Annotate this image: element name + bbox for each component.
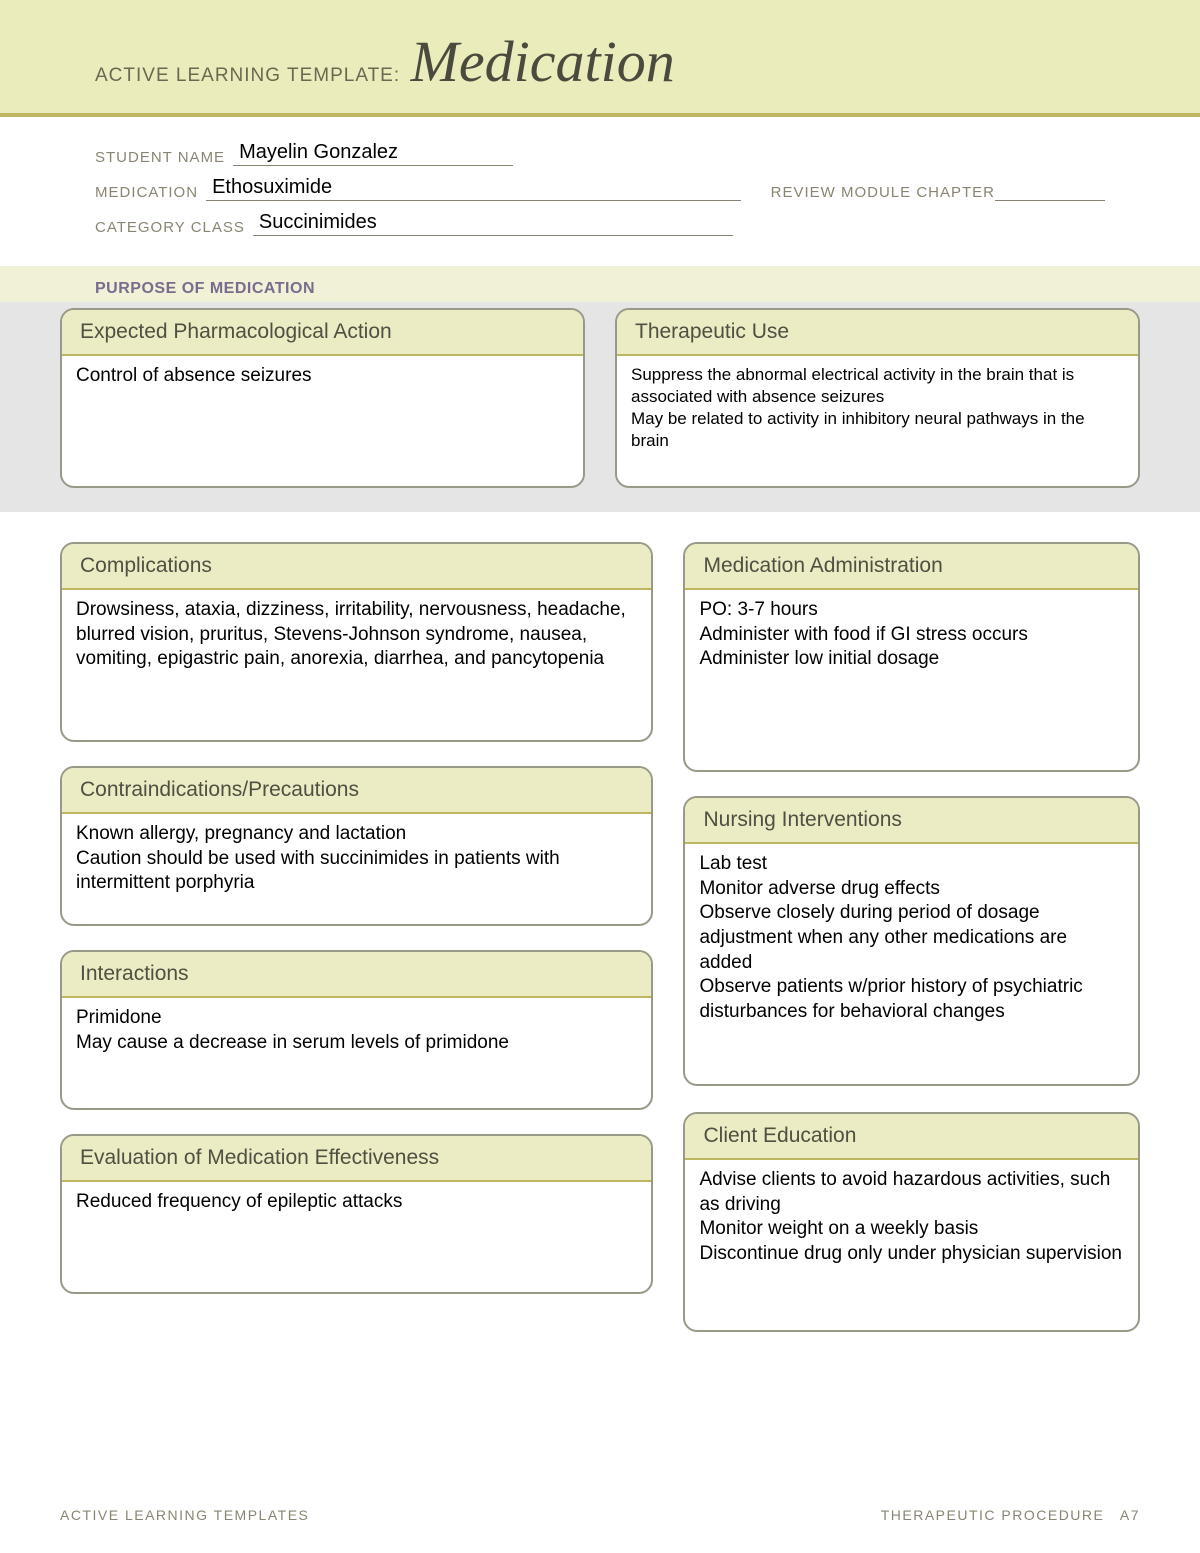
purpose-body: Expected Pharmacological Action Control …: [0, 302, 1200, 512]
therapeutic-body: Suppress the abnormal electrical activit…: [617, 356, 1138, 486]
expected-card: Expected Pharmacological Action Control …: [60, 308, 585, 488]
therapeutic-card: Therapeutic Use Suppress the abnormal el…: [615, 308, 1140, 488]
expected-title: Expected Pharmacological Action: [62, 310, 583, 356]
medication-label: MEDICATION: [95, 184, 198, 201]
purpose-section-title: PURPOSE OF MEDICATION: [95, 280, 1200, 298]
main-columns: Complications Drowsiness, ataxia, dizzin…: [0, 512, 1200, 1356]
footer: ACTIVE LEARNING TEMPLATES THERAPEUTIC PR…: [0, 1507, 1200, 1523]
interactions-title: Interactions: [62, 952, 651, 998]
education-body: Advise clients to avoid hazardous activi…: [685, 1160, 1138, 1330]
category-row: CATEGORY CLASS Succinimides: [95, 211, 1105, 236]
expected-body: Control of absence seizures: [62, 356, 583, 486]
header-title: Medication: [411, 28, 675, 95]
complications-title: Complications: [62, 544, 651, 590]
medication-value: Ethosuximide: [206, 176, 741, 201]
nursing-title: Nursing Interventions: [685, 798, 1138, 844]
evaluation-body: Reduced frequency of epileptic attacks: [62, 1182, 651, 1292]
review-value: [995, 183, 1105, 201]
evaluation-card: Evaluation of Medication Effectiveness R…: [60, 1134, 653, 1294]
left-column: Complications Drowsiness, ataxia, dizzin…: [60, 542, 653, 1356]
administration-title: Medication Administration: [685, 544, 1138, 590]
purpose-band: PURPOSE OF MEDICATION: [0, 266, 1200, 302]
contraindications-title: Contraindications/Precautions: [62, 768, 651, 814]
info-section: STUDENT NAME Mayelin Gonzalez MEDICATION…: [0, 117, 1200, 256]
contraindications-card: Contraindications/Precautions Known alle…: [60, 766, 653, 926]
student-value: Mayelin Gonzalez: [233, 141, 513, 166]
nursing-body: Lab testMonitor adverse drug effectsObse…: [685, 844, 1138, 1084]
right-column: Medication Administration PO: 3-7 hoursA…: [683, 542, 1140, 1356]
complications-card: Complications Drowsiness, ataxia, dizzin…: [60, 542, 653, 742]
evaluation-title: Evaluation of Medication Effectiveness: [62, 1136, 651, 1182]
connector-line: [908, 1086, 916, 1112]
header-prefix: ACTIVE LEARNING TEMPLATE:: [95, 65, 400, 87]
administration-body: PO: 3-7 hoursAdminister with food if GI …: [685, 590, 1138, 770]
category-label: CATEGORY CLASS: [95, 219, 245, 236]
interactions-body: PrimidoneMay cause a decrease in serum l…: [62, 998, 651, 1108]
student-row: STUDENT NAME Mayelin Gonzalez: [95, 141, 1105, 166]
page: ACTIVE LEARNING TEMPLATE: Medication STU…: [0, 0, 1200, 1553]
contraindications-body: Known allergy, pregnancy and lactationCa…: [62, 814, 651, 924]
interactions-card: Interactions PrimidoneMay cause a decrea…: [60, 950, 653, 1110]
nursing-card: Nursing Interventions Lab testMonitor ad…: [683, 796, 1140, 1086]
education-card: Client Education Advise clients to avoid…: [683, 1112, 1140, 1332]
review-label: REVIEW MODULE CHAPTER: [771, 184, 995, 201]
student-label: STUDENT NAME: [95, 149, 225, 166]
header-band: ACTIVE LEARNING TEMPLATE: Medication: [0, 0, 1200, 117]
footer-left: ACTIVE LEARNING TEMPLATES: [60, 1507, 309, 1523]
complications-body: Drowsiness, ataxia, dizziness, irritabil…: [62, 590, 651, 740]
administration-card: Medication Administration PO: 3-7 hoursA…: [683, 542, 1140, 772]
category-value: Succinimides: [253, 211, 733, 236]
education-title: Client Education: [685, 1114, 1138, 1160]
therapeutic-title: Therapeutic Use: [617, 310, 1138, 356]
footer-right: THERAPEUTIC PROCEDURE A7: [881, 1507, 1140, 1523]
header-inner: ACTIVE LEARNING TEMPLATE: Medication: [0, 28, 1200, 95]
medication-row: MEDICATION Ethosuximide REVIEW MODULE CH…: [95, 176, 1105, 201]
